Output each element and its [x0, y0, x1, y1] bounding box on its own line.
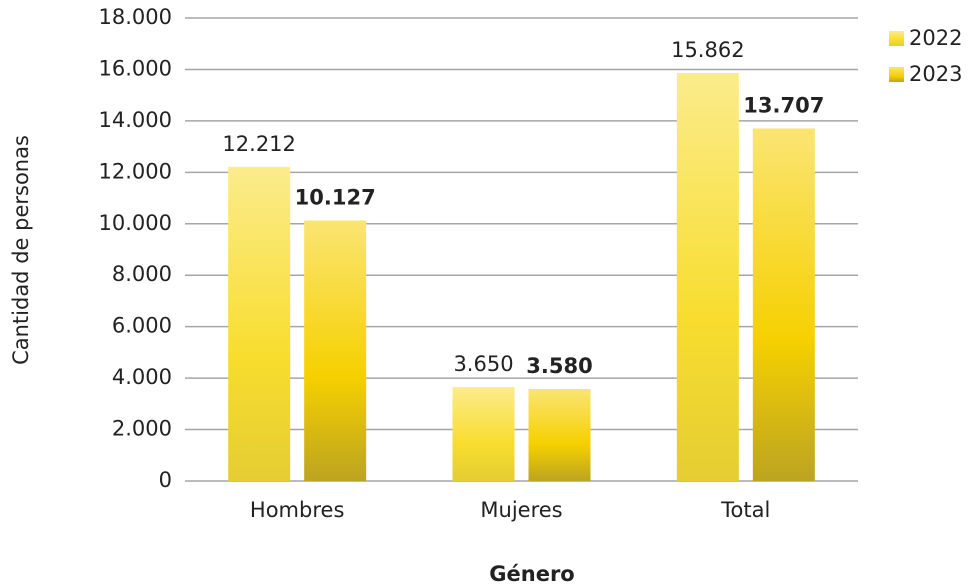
- value-label: 12.212: [222, 132, 295, 156]
- bar: [752, 128, 815, 481]
- bar: [676, 72, 739, 481]
- y-tick-label: 10.000: [99, 211, 172, 235]
- y-tick-label: 6.000: [112, 314, 172, 338]
- y-tick-label: 8.000: [112, 262, 172, 286]
- value-label: 15.862: [671, 38, 744, 62]
- y-tick-label: 18.000: [99, 5, 172, 29]
- y-axis-title: Cantidad de personas: [9, 135, 33, 365]
- legend-label: 2023: [909, 62, 962, 86]
- bar: [304, 220, 367, 482]
- x-tick-label: Hombres: [250, 498, 344, 522]
- bar: [452, 387, 515, 481]
- y-tick-label: 14.000: [99, 108, 172, 132]
- value-label: 10.127: [295, 186, 376, 210]
- value-label: 13.707: [743, 93, 824, 117]
- y-tick-label: 0: [159, 468, 172, 492]
- bar: [228, 166, 291, 481]
- x-axis-title: Género: [489, 562, 574, 586]
- legend-swatch: [889, 31, 904, 46]
- x-tick-label: Mujeres: [480, 498, 562, 522]
- y-tick-label: 4.000: [112, 365, 172, 389]
- value-label: 3.580: [526, 354, 592, 378]
- bar: [528, 388, 591, 481]
- legend-swatch: [889, 67, 904, 82]
- y-tick-label: 16.000: [99, 56, 172, 80]
- value-label: 3.650: [453, 352, 513, 376]
- legend-label: 2022: [909, 26, 962, 50]
- y-tick-label: 2.000: [112, 417, 172, 441]
- y-tick-label: 12.000: [99, 159, 172, 183]
- x-tick-label: Total: [720, 498, 770, 522]
